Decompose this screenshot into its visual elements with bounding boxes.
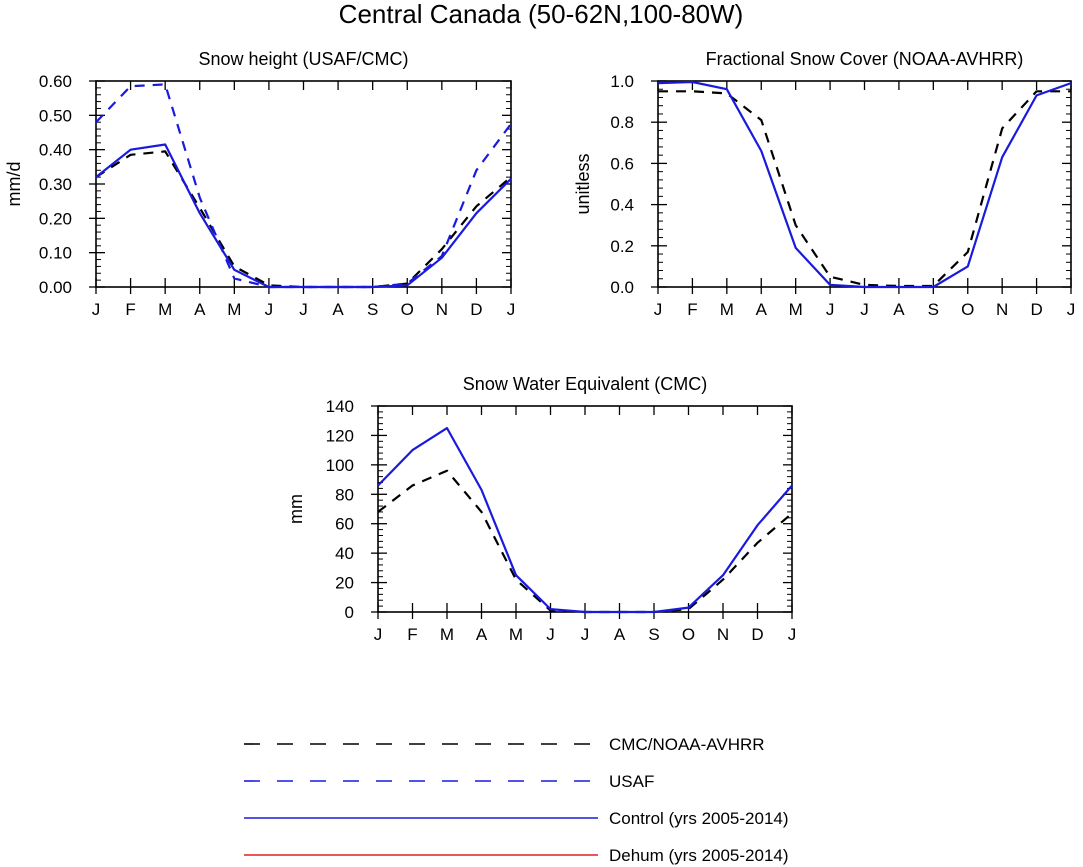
plot-frame (95, 80, 512, 288)
y-tick-label: 0.30 (39, 175, 72, 194)
legend-label: USAF (609, 772, 654, 791)
legend-entry: CMC/NOAA-AVHRR (244, 735, 765, 754)
y-tick-label: 60 (335, 515, 354, 534)
x-tick-label: J (1067, 300, 1076, 319)
panels: Snow height (USAF/CMC) mm/d J F M A M J J A S O N D J 0… (4, 49, 1075, 644)
x-tick-label: D (751, 625, 763, 644)
legend-entry: Control (yrs 2005-2014) (244, 809, 789, 828)
x-tick-label: F (125, 300, 135, 319)
x-tick-label: M (509, 625, 523, 644)
y-tick-label: 0.40 (39, 141, 72, 160)
y-tick-label: 0.4 (610, 196, 634, 215)
y-tick-label: 1.0 (610, 72, 634, 91)
legend-entry: USAF (244, 772, 654, 791)
y-tick-label: 0.20 (39, 209, 72, 228)
x-tick-label: F (407, 625, 417, 644)
x-tick-label: J (654, 300, 663, 319)
series-control-yrs-2005-2014- (377, 427, 793, 614)
y-axis-label: mm/d (4, 162, 24, 207)
y-tick-label: 0.6 (610, 154, 634, 173)
legend-label: Dehum (yrs 2005-2014) (609, 846, 789, 865)
y-tick-label: 0.8 (610, 113, 634, 132)
series-line (658, 90, 1071, 288)
panel-title: Fractional Snow Cover (NOAA-AVHRR) (706, 49, 1024, 69)
x-tick-label: J (581, 625, 590, 644)
y-axis-label: unitless (573, 153, 593, 214)
x-tick-label: S (367, 300, 378, 319)
x-tick-label: N (436, 300, 448, 319)
y-tick-label: 0.00 (39, 278, 72, 297)
legend-entry: Dehum (yrs 2005-2014) (244, 846, 789, 865)
series-cmc-noaa-avhrr (658, 90, 1071, 288)
y-tick-label: 0.2 (610, 237, 634, 256)
series-line (377, 427, 793, 614)
y-tick-label: 0.0 (610, 278, 634, 297)
series-line (95, 143, 512, 289)
x-tick-label: J (299, 300, 308, 319)
x-tick-label: M (789, 300, 803, 319)
y-tick-label: 20 (335, 574, 354, 593)
x-tick-label: O (401, 300, 414, 319)
x-tick-label: A (614, 625, 626, 644)
panel-title: Snow Water Equivalent (CMC) (463, 374, 707, 394)
series-usaf (95, 83, 512, 289)
panel-snow-height: Snow height (USAF/CMC) mm/d J F M A M J J A S O N D J 0… (4, 49, 515, 319)
x-tick-label: J (788, 625, 797, 644)
x-tick-label: O (682, 625, 695, 644)
x-tick-label: N (996, 300, 1008, 319)
series-cmc-noaa-avhrr (95, 150, 512, 289)
x-tick-label: S (928, 300, 939, 319)
panel-snow-cover: Fractional Snow Cover (NOAA-AVHRR) unitle… (573, 49, 1075, 319)
legend: CMC/NOAA-AVHRR USAF Control (yrs 2005-2014… (244, 735, 789, 865)
x-tick-label: J (92, 300, 101, 319)
y-tick-label: 120 (326, 426, 354, 445)
x-tick-label: A (476, 625, 488, 644)
legend-label: Control (yrs 2005-2014) (609, 809, 789, 828)
x-tick-label: N (717, 625, 729, 644)
x-tick-label: O (961, 300, 974, 319)
figure-title: Central Canada (50-62N,100-80W) (339, 0, 744, 29)
panel-title: Snow height (USAF/CMC) (198, 49, 408, 69)
series-cmc-noaa-avhrr (377, 469, 793, 614)
x-tick-label: J (826, 300, 835, 319)
x-tick-label: D (470, 300, 482, 319)
x-tick-label: J (546, 625, 555, 644)
x-tick-label: F (687, 300, 697, 319)
x-tick-label: M (720, 300, 734, 319)
series-line (95, 83, 512, 289)
x-tick-label: M (158, 300, 172, 319)
plot-frame (657, 80, 1072, 288)
y-tick-label: 0.60 (39, 72, 72, 91)
y-tick-label: 80 (335, 485, 354, 504)
x-tick-label: J (265, 300, 274, 319)
series-line (657, 80, 1072, 289)
plot-frame (377, 405, 793, 613)
x-tick-label: M (440, 625, 454, 644)
x-tick-label: A (893, 300, 905, 319)
x-tick-label: A (332, 300, 344, 319)
y-tick-label: 0 (345, 603, 354, 622)
y-tick-label: 100 (326, 456, 354, 475)
x-tick-label: S (648, 625, 659, 644)
x-tick-label: J (860, 300, 869, 319)
y-tick-label: 0.50 (39, 106, 72, 125)
x-tick-label: J (507, 300, 516, 319)
y-tick-label: 40 (335, 544, 354, 563)
x-tick-label: D (1030, 300, 1042, 319)
y-tick-label: 140 (326, 397, 354, 416)
x-tick-label: J (374, 625, 383, 644)
x-tick-label: M (227, 300, 241, 319)
legend-label: CMC/NOAA-AVHRR (609, 735, 765, 754)
series-line (377, 469, 793, 614)
y-axis-label: mm (286, 494, 306, 524)
series-control-yrs-2005-2014- (657, 80, 1072, 289)
series-control-yrs-2005-2014- (95, 143, 512, 289)
panel-swe: Snow Water Equivalent (CMC) mm J F M A M J J A S O N… (286, 374, 796, 644)
x-tick-label: A (756, 300, 768, 319)
series-line (95, 150, 512, 289)
x-tick-label: A (194, 300, 206, 319)
y-tick-label: 0.10 (39, 244, 72, 263)
